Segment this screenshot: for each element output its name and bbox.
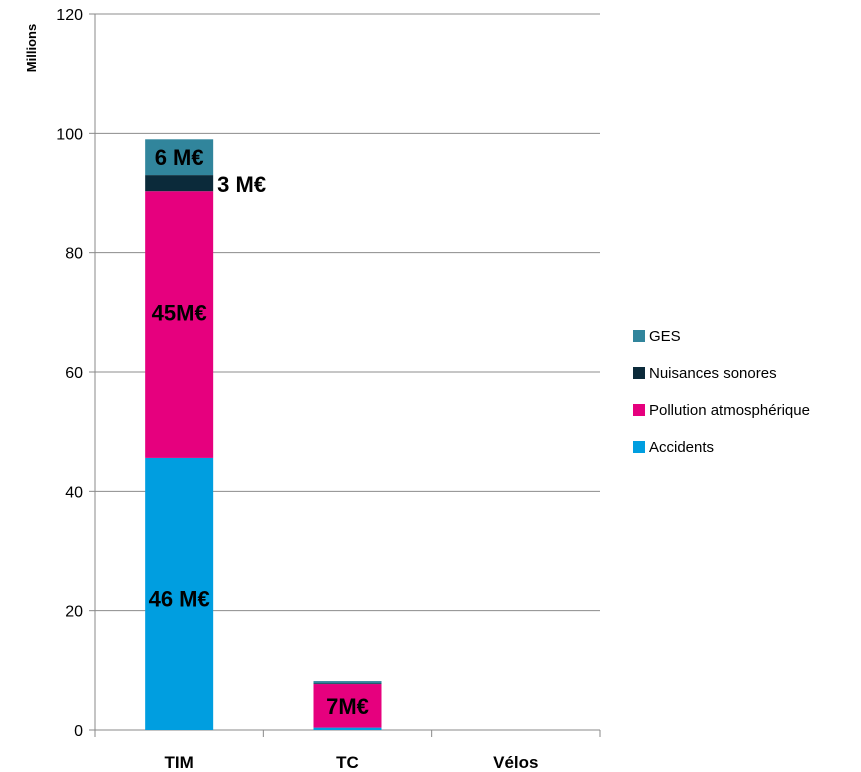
bar-segment — [145, 191, 214, 458]
x-category-label: TIM — [165, 753, 194, 772]
data-label: 46 M€ — [149, 587, 210, 612]
bar-segment — [145, 175, 214, 192]
data-label: 45M€ — [152, 300, 207, 325]
legend-swatch — [633, 367, 645, 379]
y-tick-label: 100 — [56, 126, 83, 143]
bar-segment — [313, 681, 382, 684]
data-label: 7M€ — [326, 694, 369, 719]
legend-swatch — [633, 404, 645, 416]
legend-swatch — [633, 441, 645, 453]
bar-segment — [145, 457, 214, 730]
data-label: 6 M€ — [155, 145, 204, 170]
legend-label: GES — [649, 328, 681, 345]
x-category-labels: TIM TC Vélos — [94, 730, 601, 772]
bar-segment — [313, 727, 382, 730]
x-category-label: TC — [336, 753, 359, 772]
bar-segment — [313, 683, 382, 685]
y-tick-labels: 0 20 40 60 80 100 120 — [56, 7, 95, 740]
y-tick-label: 80 — [65, 246, 83, 263]
y-tick-label: 60 — [65, 365, 83, 382]
bars — [145, 139, 382, 730]
legend-swatch — [633, 330, 645, 342]
bar-segment — [145, 139, 214, 176]
data-labels: 46 M€ 45M€ 3 M€ 6 M€ 7M€ — [149, 145, 369, 719]
data-label: 3 M€ — [217, 172, 266, 197]
legend: GES Nuisances sonores Pollution atmosphéri… — [633, 328, 810, 456]
x-category-label: Vélos — [493, 753, 538, 772]
y-tick-label: 20 — [65, 604, 83, 621]
legend-label: Nuisances sonores — [649, 365, 777, 382]
legend-label: Pollution atmosphérique — [649, 402, 810, 419]
y-tick-label: 0 — [74, 723, 83, 740]
legend-label: Accidents — [649, 439, 714, 456]
y-axis-title: Millions — [24, 24, 39, 72]
bar-segment — [313, 684, 382, 728]
y-tick-label: 40 — [65, 484, 83, 501]
y-tick-label: 120 — [56, 7, 83, 24]
